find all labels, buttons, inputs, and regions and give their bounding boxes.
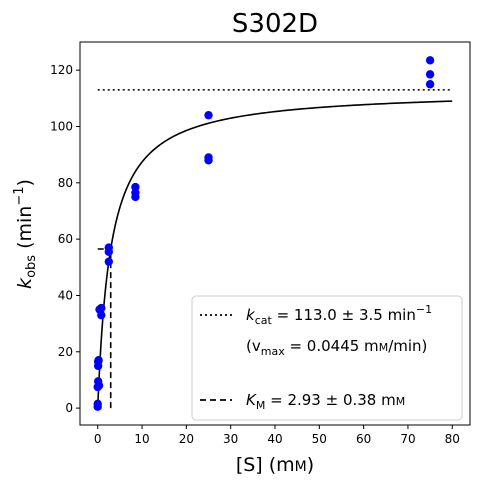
legend-box [191,295,463,421]
y-tick-label: 40 [58,288,73,302]
y-axis-ticks: 0 20 40 60 80 100 120 [50,63,80,415]
y-tick-label: 120 [50,63,73,77]
x-tick-label: 30 [223,432,238,446]
x-tick-label: 70 [400,432,415,446]
data-point [204,153,213,162]
x-tick-label: 40 [267,432,282,446]
y-axis-label-sub: obs [24,255,39,278]
legend-km-sub: M [256,399,266,412]
legend: kcat = 113.0 ± 3.5 min−1 (vmax = 0.0445 … [191,295,463,421]
legend-km-k: K [246,391,257,409]
legend-kcat-k: k [246,306,256,324]
fit-curve [96,100,453,409]
chart-title: S302D [232,9,318,39]
y-axis-label-tail: ) [14,179,36,186]
legend-kcat-text: = 113.0 ± 3.5 min [272,306,416,324]
x-tick-label: 50 [312,432,327,446]
x-axis-label: [S] (mM) [236,454,314,476]
x-axis-ticks: 0 10 20 30 40 50 60 70 80 [94,425,460,446]
data-point [93,399,102,409]
legend-vmax-open: (v [246,337,261,355]
data-point [104,257,114,266]
data-point [425,56,435,65]
legend-kcat-sub: cat [255,314,273,327]
x-tick-label: 80 [445,432,460,446]
data-point [94,356,103,365]
data-point [97,303,106,313]
legend-vmax-text: = 0.0445 m [285,337,379,355]
data-point [94,381,104,390]
legend-km-label: KM = 2.93 ± 0.38 mM [246,391,405,412]
data-point [97,310,106,320]
legend-vmax-sub: max [261,345,285,358]
legend-vmax-label: (vmax = 0.0445 mM/min) [246,337,427,358]
data-point [425,70,435,79]
y-tick-label: 80 [58,176,73,190]
x-axis-label-base: [S] (m [236,454,295,476]
legend-km-text: = 2.93 ± 0.38 m [265,391,395,409]
x-tick-label: 10 [134,432,149,446]
x-axis-label-unit: M [295,459,307,475]
data-point [104,243,114,252]
legend-vmax-tail: /min) [388,337,427,355]
y-axis-label: kobs (min−1) [12,179,39,289]
y-axis-label-k: k [14,277,36,289]
y-axis-label-mid: (min [14,206,36,255]
plot-area [93,56,453,411]
legend-kcat-label: kcat = 113.0 ± 3.5 min−1 [246,303,432,327]
legend-vmax-unit: M [379,341,389,354]
legend-kcat-sup: −1 [416,303,432,316]
data-point [131,182,140,192]
x-tick-label: 0 [94,432,102,446]
data-point [204,111,213,120]
x-tick-label: 60 [356,432,371,446]
x-tick-label: 20 [179,432,194,446]
data-point [425,80,435,89]
y-tick-label: 20 [58,345,73,359]
x-axis-label-tail: ) [307,454,314,476]
y-tick-label: 100 [50,119,73,133]
y-tick-label: 0 [65,401,73,415]
y-axis-label-sup: −1 [12,186,27,205]
y-tick-label: 60 [58,232,73,246]
legend-km-unit: M [396,395,406,408]
